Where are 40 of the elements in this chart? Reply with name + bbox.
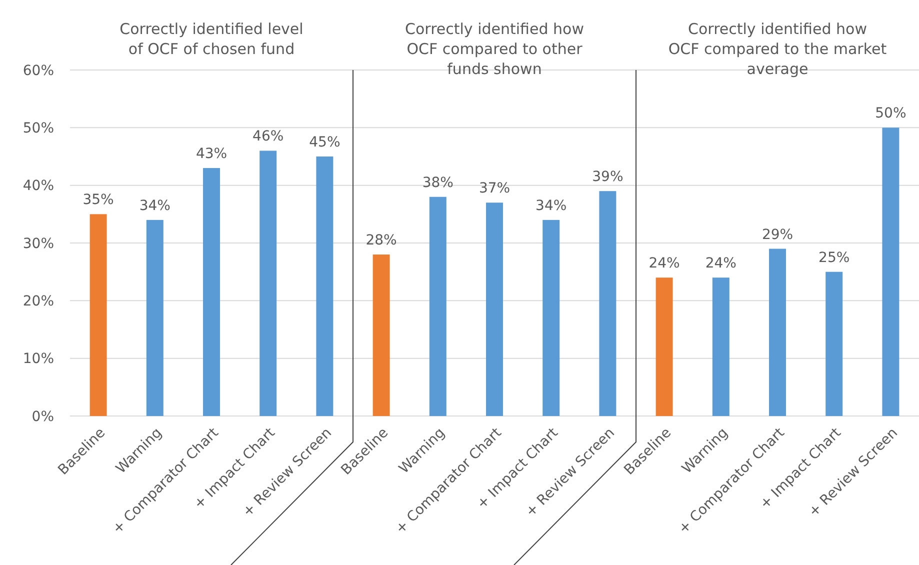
bar bbox=[712, 278, 730, 416]
data-label: 50% bbox=[875, 106, 906, 122]
data-label: 37% bbox=[478, 180, 510, 197]
y-tick-label: 30% bbox=[22, 236, 54, 252]
bar bbox=[316, 156, 334, 416]
bar bbox=[826, 272, 843, 416]
bar bbox=[429, 196, 446, 416]
data-label: 38% bbox=[422, 174, 454, 191]
data-label: 24% bbox=[648, 256, 680, 272]
chart-title: Correctly identified level of OCF of chosen fund bbox=[120, 20, 304, 58]
data-label: 24% bbox=[705, 256, 736, 272]
bar bbox=[146, 220, 164, 416]
data-label: 34% bbox=[536, 198, 567, 214]
y-tick-label: 60% bbox=[22, 62, 54, 79]
bar bbox=[203, 168, 220, 416]
bar bbox=[769, 248, 786, 416]
data-label: 25% bbox=[818, 250, 850, 266]
data-label: 43% bbox=[196, 146, 228, 162]
y-tick-label: 40% bbox=[22, 178, 54, 194]
y-tick-label: 50% bbox=[22, 120, 54, 137]
chart-title: Correctly identified how OCF compared to the market average bbox=[668, 20, 887, 78]
bar bbox=[486, 202, 503, 416]
bar bbox=[372, 254, 390, 416]
data-label: 39% bbox=[592, 169, 624, 186]
data-label: 34% bbox=[139, 198, 170, 214]
bar bbox=[542, 220, 560, 416]
bar bbox=[90, 214, 107, 416]
bar bbox=[599, 191, 616, 416]
data-label: 35% bbox=[82, 192, 114, 208]
chart-title: Correctly identified how OCF compared to other funds shown bbox=[405, 20, 584, 78]
data-label: 45% bbox=[309, 134, 340, 150]
data-label: 28% bbox=[366, 232, 397, 249]
y-tick-label: 0% bbox=[32, 408, 54, 425]
bar bbox=[882, 128, 900, 416]
y-tick-label: 20% bbox=[22, 294, 54, 310]
data-label: 29% bbox=[762, 226, 794, 243]
bar bbox=[260, 150, 277, 416]
y-tick-label: 10% bbox=[22, 351, 54, 368]
bar bbox=[656, 278, 673, 416]
data-label: 46% bbox=[252, 128, 284, 145]
